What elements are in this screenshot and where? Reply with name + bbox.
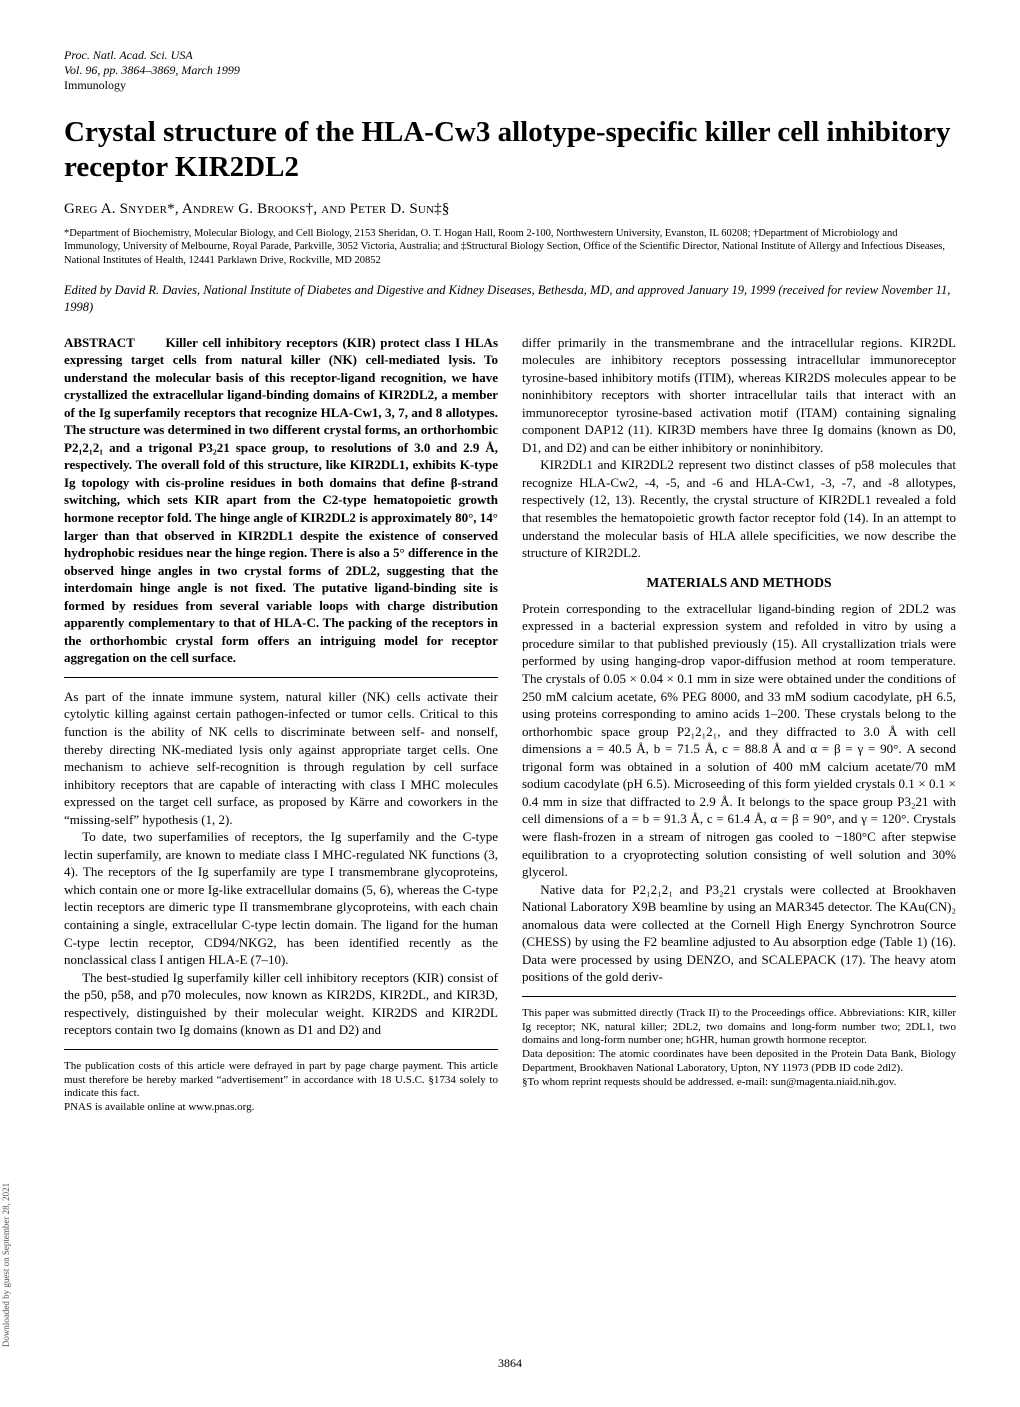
footnotes-left: The publication costs of this article we… <box>64 1060 498 1115</box>
page-number: 3864 <box>64 1355 956 1371</box>
intro-p5: KIR2DL1 and KIR2DL2 represent two distin… <box>522 456 956 561</box>
page: Downloaded by guest on September 28, 202… <box>0 0 1020 1407</box>
footnote-deposition: Data deposition: The atomic coordinates … <box>522 1048 956 1076</box>
affiliations: *Department of Biochemistry, Molecular B… <box>64 227 956 268</box>
methods-heading: MATERIALS AND METHODS <box>522 574 956 592</box>
footnote-pubcost: The publication costs of this article we… <box>64 1060 498 1101</box>
two-column-body: ABSTRACT Killer cell inhibitory receptor… <box>64 334 956 1349</box>
download-note: Downloaded by guest on September 28, 202… <box>0 1182 12 1346</box>
footnote-rule-right <box>522 996 956 997</box>
footnote-rule-left <box>64 1049 498 1050</box>
journal-vol: Vol. 96, pp. 3864–3869, March 1999 <box>64 63 956 78</box>
abstract: ABSTRACT Killer cell inhibitory receptor… <box>64 334 498 667</box>
abstract-label: ABSTRACT <box>64 335 161 350</box>
intro-p4: differ primarily in the transmembrane an… <box>522 334 956 457</box>
methods-p1: Protein corresponding to the extracellul… <box>522 600 956 881</box>
intro-p3: The best-studied Ig superfamily killer c… <box>64 969 498 1039</box>
article-title: Crystal structure of the HLA-Cw3 allotyp… <box>64 115 956 185</box>
footnote-correspondence: §To whom reprint requests should be addr… <box>522 1076 956 1090</box>
journal-header: Proc. Natl. Acad. Sci. USA Vol. 96, pp. … <box>64 48 956 93</box>
abstract-text: Killer cell inhibitory receptors (KIR) p… <box>64 335 498 666</box>
abstract-rule <box>64 677 498 678</box>
intro-p2: To date, two superfamilies of receptors,… <box>64 828 498 968</box>
footnotes-right: This paper was submitted directly (Track… <box>522 1007 956 1090</box>
authors: Greg A. Snyder*, Andrew G. Brooks†, and … <box>64 199 956 219</box>
edited-by: Edited by David R. Davies, National Inst… <box>64 282 956 316</box>
methods-p2: Native data for P2₁2₁2₁ and P3₂21 crysta… <box>522 881 956 986</box>
journal-proc: Proc. Natl. Acad. Sci. USA <box>64 48 956 63</box>
footnote-trackii: This paper was submitted directly (Track… <box>522 1007 956 1048</box>
journal-section: Immunology <box>64 78 956 93</box>
footnote-pnas: PNAS is available online at www.pnas.org… <box>64 1101 498 1115</box>
intro-p1: As part of the innate immune system, nat… <box>64 688 498 828</box>
